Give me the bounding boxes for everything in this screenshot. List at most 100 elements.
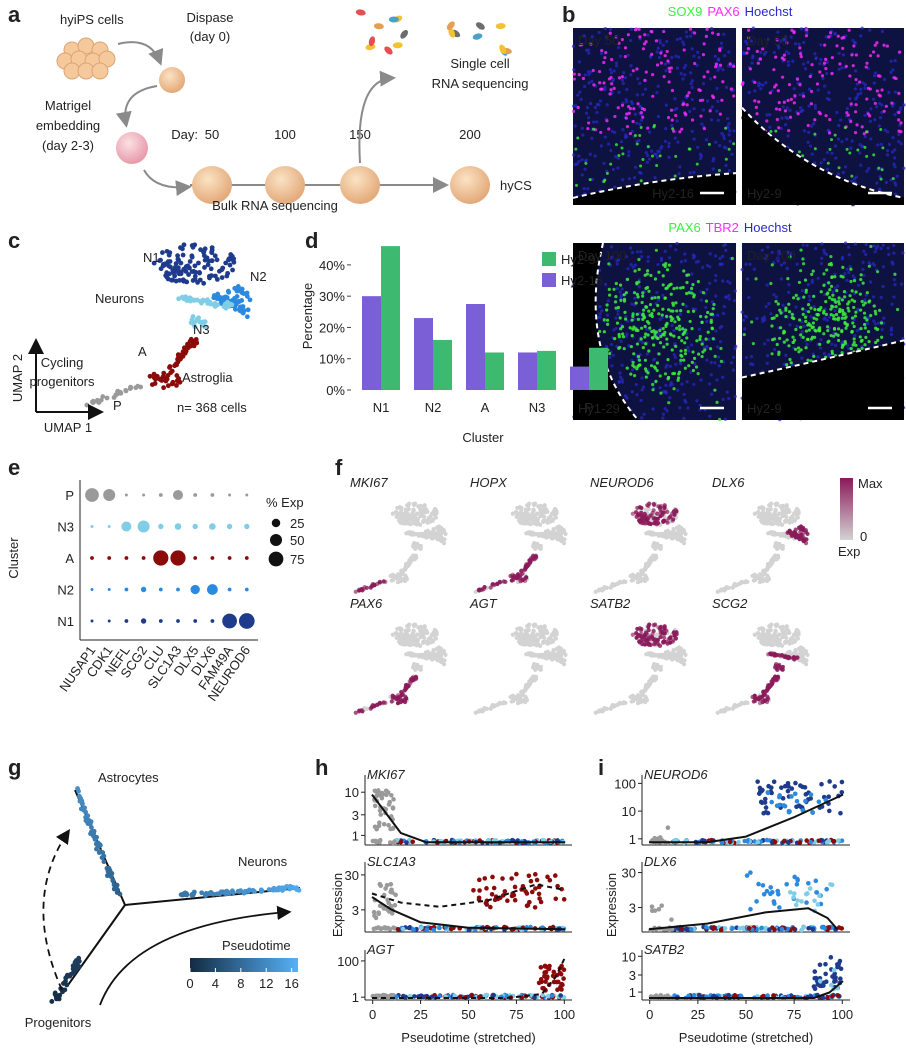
stain-dot [838,166,841,169]
stain-dot [775,314,778,317]
dot [170,550,185,565]
nucleus [806,244,809,247]
stain-dot [684,367,687,370]
feature-point [533,532,537,536]
stain-dot [712,307,715,310]
nucleus [786,106,789,109]
nucleus [692,383,695,386]
stain-dot [845,111,848,114]
stain-dot [809,75,812,78]
stain-dot [789,116,792,119]
stain-dot [877,54,880,57]
nucleus [619,290,622,293]
feature-point [652,516,656,520]
stain-dot [755,112,758,115]
nucleus [879,247,882,250]
stain-dot [805,28,808,31]
feature-point [636,513,640,517]
stain-dot [843,290,846,293]
stain-dot [679,349,682,352]
stain-dot [617,154,620,157]
feature-point [552,656,556,660]
stain-dot [754,277,757,280]
stain-dot [850,175,853,178]
feature-point [413,554,417,558]
umap-point [245,314,250,319]
stain-dot [629,107,632,110]
stain-dot [799,248,802,251]
stain-dot [690,292,693,295]
nucleus [641,388,644,391]
umap-point [215,257,220,262]
stain-dot [838,296,841,299]
stain-dot [575,184,578,187]
stain-dot [640,327,643,330]
feature-point [437,527,441,531]
feature-point [680,659,684,663]
stain-dot [834,134,837,137]
stain-dot [832,314,835,317]
umap-point [233,307,238,312]
x-tick-label: P [585,400,594,415]
stain-dot [623,347,626,350]
stain-dot [729,62,732,65]
umap-point [228,252,233,257]
nucleus [790,35,793,38]
stain-dot [659,52,662,55]
nucleus [894,59,897,62]
stain-dot [852,44,855,47]
stain-dot [646,127,649,130]
nucleus [869,137,872,140]
dot [176,619,180,623]
feature-point [672,649,676,653]
stain-dot [830,305,833,308]
stain-dot [817,313,820,316]
umap-point [226,304,231,309]
feature-point [647,521,651,525]
stain-dot [872,50,875,53]
feature-point [533,665,537,669]
stain-dot [880,336,883,339]
nucleus [689,35,692,38]
feature-point [408,531,412,535]
y-tick-label: A [65,551,74,566]
nucleus [856,308,859,311]
stain-dot [615,143,618,146]
umap-point [191,314,196,319]
stain-dot [674,345,677,348]
stain-dot [715,401,718,404]
nucleus [882,244,885,247]
feature-point [655,512,659,516]
feature-point [518,575,522,579]
feature-point [425,642,429,646]
x-tick-label: N3 [529,400,546,415]
nucleus [807,283,810,286]
feature-point [362,585,366,589]
arrow [118,42,160,62]
nucleus [625,396,628,399]
stain-dot [654,277,657,280]
feature-point [661,534,665,538]
feature-point [677,648,681,652]
stain-dot [702,53,705,56]
feature-point [643,567,647,571]
stain-dot [659,335,662,338]
feature-point [562,649,566,653]
nucleus [636,77,639,80]
nucleus [670,56,673,59]
nucleus [891,262,894,265]
stain-dot [719,113,722,116]
umap-point [187,265,192,270]
stain-dot [678,325,681,328]
nucleus [626,54,629,57]
nucleus [902,103,905,106]
bar [362,296,381,390]
stain-dot [886,44,889,47]
nucleus [600,309,603,312]
feature-point [652,503,656,507]
stain-dot [841,47,844,50]
nucleus [811,281,814,284]
stain-dot [634,134,637,137]
feature-point [371,582,375,586]
stain-dot [865,155,868,158]
